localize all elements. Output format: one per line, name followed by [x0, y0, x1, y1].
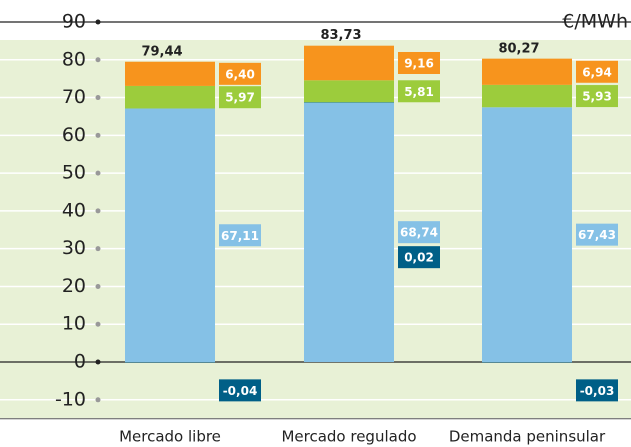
bar-segment [125, 108, 215, 363]
value-label: 5,81 [404, 85, 434, 99]
value-label-box [576, 85, 618, 108]
bar-segment [125, 61, 215, 86]
y-tick-label: 10 [62, 313, 86, 335]
y-tick-label: -10 [55, 388, 86, 410]
value-label-box [576, 379, 618, 402]
bar-segment [482, 107, 572, 363]
tick-dot [95, 132, 101, 138]
tick-dot [95, 19, 101, 25]
y-tick-label: 20 [62, 275, 86, 297]
tick-dot [95, 170, 101, 176]
value-label-box [219, 379, 261, 402]
bar-segment [304, 80, 394, 103]
value-label-box [398, 80, 440, 103]
y-tick-label: 50 [62, 162, 86, 184]
value-label: 67,11 [221, 229, 259, 243]
y-tick-label: 80 [62, 48, 86, 70]
y-tick-label: 70 [62, 86, 86, 108]
value-label-box [219, 62, 261, 85]
tick-dot [95, 208, 101, 214]
value-label: -0,04 [223, 384, 258, 398]
value-label: 0,02 [404, 251, 434, 265]
tick-dot [95, 246, 101, 252]
bar-segment [304, 45, 394, 81]
bar-segment [482, 362, 572, 363]
value-label: -0,03 [580, 384, 615, 398]
tick-dot [95, 321, 101, 327]
bar-segment [482, 58, 572, 85]
x-tick-label: Demanda peninsular [449, 428, 606, 446]
value-label-box [576, 60, 618, 83]
y-tick-label: 30 [62, 237, 86, 259]
value-label-box [398, 221, 440, 244]
y-tick-label: 40 [62, 199, 86, 221]
tick-dot [95, 283, 101, 289]
bar-segment [125, 85, 215, 109]
x-tick-label: Mercado libre [119, 428, 221, 446]
value-label: 5,97 [225, 91, 255, 105]
total-label: 83,73 [320, 28, 361, 43]
bar-segment [304, 102, 394, 103]
bar-segment [482, 84, 572, 108]
tick-dot [95, 95, 101, 101]
value-label-box [219, 86, 261, 109]
y-tick-label: 60 [62, 124, 86, 146]
value-label-box [576, 223, 618, 246]
value-label: 6,40 [225, 67, 255, 81]
value-label: 5,93 [582, 90, 612, 104]
tick-dot [95, 397, 101, 403]
y-tick-label: 0 [74, 351, 86, 373]
total-label: 80,27 [498, 41, 539, 56]
total-label: 79,44 [141, 44, 182, 59]
bar-segment [125, 362, 215, 363]
value-label: 9,16 [404, 56, 434, 70]
bar-segment [304, 102, 394, 363]
x-tick-label: Mercado regulado [281, 428, 416, 446]
value-label: 68,74 [400, 226, 438, 240]
y-tick-label: 90 [62, 11, 86, 33]
value-label-box [219, 224, 261, 247]
value-label: 6,94 [582, 65, 612, 79]
value-label-box [398, 51, 440, 74]
tick-dot [95, 57, 101, 63]
tick-dot [95, 359, 101, 365]
value-label-box [398, 246, 440, 269]
value-label: 67,43 [578, 228, 616, 242]
